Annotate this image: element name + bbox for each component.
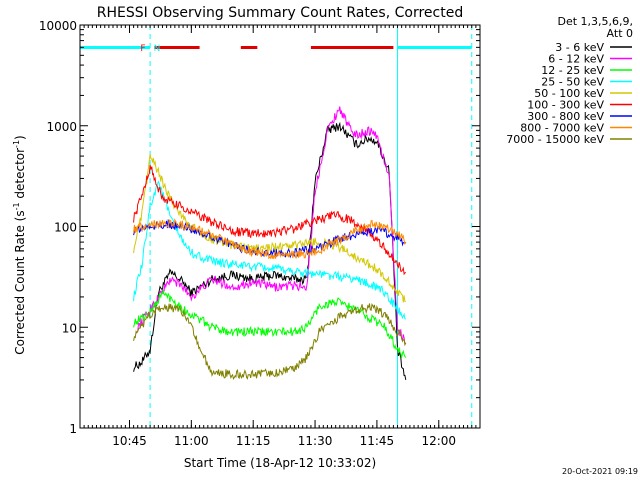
x-tick-label-4: 11:45 — [360, 434, 395, 448]
legend-label-8: 7000 - 15000 keV — [506, 133, 604, 146]
flag-label-0: F — [140, 44, 145, 54]
legend-label-0: 3 - 6 keV — [555, 41, 604, 54]
x-tick-label-1: 11:00 — [174, 434, 209, 448]
y-tick-label-2: 100 — [54, 221, 77, 235]
state-bar-flare-3 — [310, 46, 394, 49]
state-bar-cyan-right — [397, 46, 472, 49]
ylabel-part-2: detector — [13, 148, 27, 203]
legend-label-4: 50 - 100 keV — [534, 87, 604, 100]
x-tick-label-5: 12:00 — [421, 434, 456, 448]
ylabel-sup-2: -1 — [12, 140, 21, 148]
ylabel-part-3: ) — [13, 135, 27, 140]
legend-header-1: Det 1,3,5,6,9, — [557, 15, 633, 28]
series-line-1 — [137, 106, 407, 345]
x-tick-label-2: 11:15 — [236, 434, 271, 448]
x-tick-label-0: 10:45 — [112, 434, 147, 448]
svg-text:Corrected Count Rate (s-1 dete: Corrected Count Rate (s-1 detector-1) — [12, 135, 27, 354]
series-line-8 — [133, 302, 407, 381]
series-line-0 — [133, 121, 407, 380]
y-tick-label-0: 1 — [69, 422, 77, 436]
legend-label-5: 100 - 300 keV — [527, 99, 604, 112]
x-tick-label-3: 11:30 — [298, 434, 333, 448]
legend-label-6: 300 - 800 keV — [527, 110, 604, 123]
legend-label-3: 25 - 50 keV — [541, 76, 604, 89]
y-axis-label: Corrected Count Rate (s-1 detector-1) — [12, 135, 27, 354]
ylabel-sup-1: -1 — [12, 202, 21, 210]
legend-label-7: 800 - 7000 keV — [520, 122, 604, 135]
y-tick-label-4: 10000 — [39, 19, 77, 33]
y-tick-label-3: 1000 — [46, 120, 77, 134]
legend-header-2: Att 0 — [607, 27, 633, 40]
x-axis-label: Start Time (18-Apr-12 10:33:02) — [184, 456, 376, 470]
series-line-4 — [133, 154, 406, 303]
flag-label-1: N — [154, 44, 161, 54]
y-tick-label-1: 10 — [62, 321, 77, 335]
state-bar-flare-2 — [240, 46, 258, 49]
legend-label-2: 12 - 25 keV — [541, 64, 604, 77]
chart-title: RHESSI Observing Summary Count Rates, Co… — [97, 5, 463, 21]
series-line-3 — [133, 180, 407, 320]
ylabel-part-1: Corrected Count Rate (s — [13, 210, 27, 354]
series-line-2 — [133, 289, 407, 359]
series-line-7 — [133, 218, 407, 260]
legend-label-1: 6 - 12 keV — [548, 53, 604, 66]
state-bar-cyan-left — [80, 46, 151, 49]
state-bar-flare-1 — [154, 46, 200, 49]
footer-timestamp: 20-Oct-2021 09:19 — [562, 467, 638, 476]
